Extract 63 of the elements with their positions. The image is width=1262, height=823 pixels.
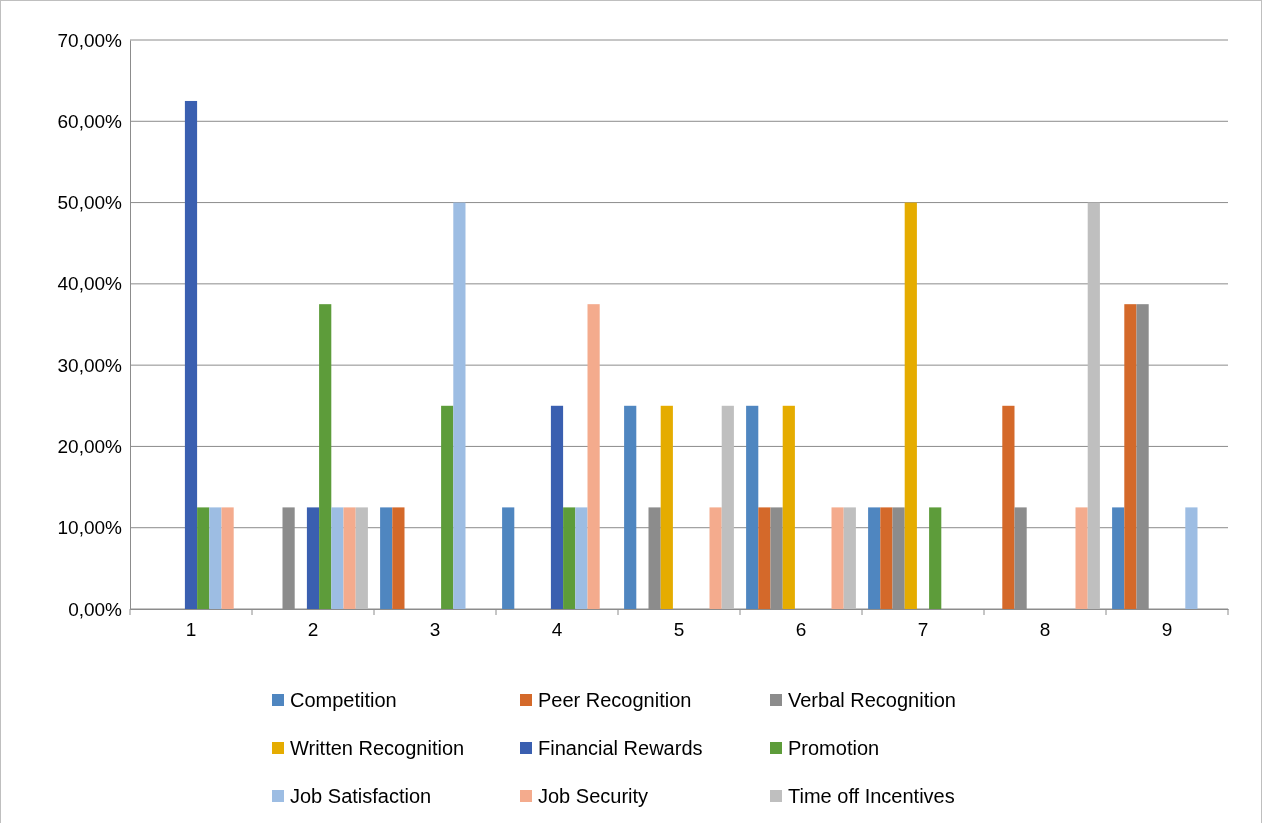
bar: [1087, 202, 1100, 609]
bar: [587, 304, 600, 609]
bar: [319, 304, 332, 609]
bar: [453, 202, 466, 609]
bar: [550, 405, 564, 609]
bar: [197, 507, 210, 609]
x-tick-label: 1: [185, 619, 197, 641]
y-tick-label: 20,00%: [57, 436, 123, 458]
bar: [502, 507, 515, 609]
legend-label: Verbal Recognition: [788, 689, 956, 711]
legend-label: Job Satisfaction: [290, 785, 432, 807]
bar: [782, 405, 795, 609]
bar: [1002, 405, 1015, 609]
bar: [929, 507, 942, 609]
bar: [721, 405, 734, 609]
bar: [1075, 507, 1088, 609]
y-tick-label: 0,00%: [68, 598, 123, 620]
x-tick-label: 8: [1039, 619, 1051, 641]
y-tick-label: 40,00%: [57, 273, 123, 295]
bar: [563, 507, 576, 609]
y-tick-label: 10,00%: [57, 517, 123, 539]
legend-label: Written Recognition: [290, 737, 465, 759]
x-tick-label: 9: [1161, 619, 1173, 641]
bar: [1185, 507, 1198, 609]
bar: [184, 100, 198, 609]
y-tick-label: 60,00%: [57, 110, 123, 132]
bar: [1112, 507, 1125, 609]
bar: [1124, 304, 1137, 609]
bar: [441, 405, 454, 609]
bar: [758, 507, 771, 609]
legend-label: Time off Incentives: [788, 785, 955, 807]
x-tick-label: 7: [917, 619, 929, 641]
bar: [392, 507, 405, 609]
x-tick-label: 6: [795, 619, 807, 641]
bar: [343, 507, 356, 609]
bar: [209, 507, 222, 609]
bar: [709, 507, 722, 609]
bar: [868, 507, 881, 609]
bar: [575, 507, 588, 609]
x-tick-label: 5: [673, 619, 685, 641]
bar: [380, 507, 393, 609]
bar: [355, 507, 368, 609]
legend-label: Promotion: [788, 737, 880, 759]
x-tick-label: 2: [307, 619, 319, 641]
bar: [221, 507, 234, 609]
bar: [306, 507, 320, 609]
bar: [624, 405, 637, 609]
y-tick-label: 50,00%: [57, 192, 123, 214]
bar: [331, 507, 344, 609]
bar: [904, 202, 917, 609]
bar: [880, 507, 893, 609]
bar: [660, 405, 673, 609]
x-tick-label: 4: [551, 619, 563, 641]
legend-label: Job Security: [538, 785, 649, 807]
y-tick-label: 70,00%: [57, 29, 123, 51]
legend-label: Financial Rewards: [538, 737, 703, 759]
bar: [843, 507, 856, 609]
x-tick-label: 3: [429, 619, 441, 641]
legend-label: Competition: [290, 689, 397, 711]
bar: [831, 507, 844, 609]
bar: [746, 405, 759, 609]
legend-label: Peer Recognition: [538, 689, 692, 711]
y-tick-label: 30,00%: [57, 354, 123, 376]
